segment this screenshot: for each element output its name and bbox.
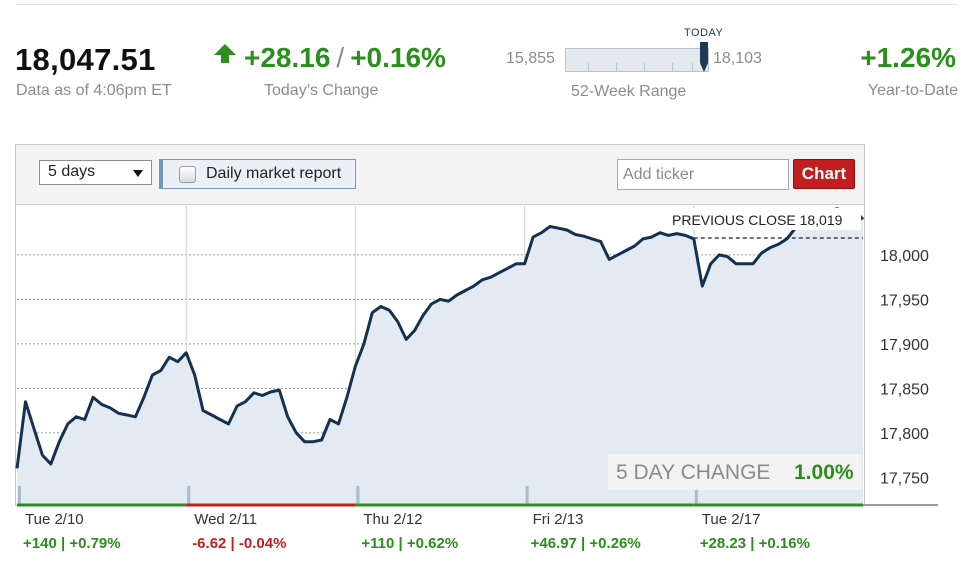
y-tick-label: 17,950 [880, 292, 929, 309]
y-tick-label: 17,850 [880, 381, 929, 398]
day-label: Wed 2/11 [194, 511, 258, 528]
y-tick-label: 17,900 [880, 337, 929, 354]
change-percent: +0.16% [350, 42, 446, 73]
previous-close-backdrop [669, 208, 861, 230]
add-ticker-input[interactable] [617, 159, 789, 190]
range-tick [588, 63, 589, 71]
volume-bar [18, 486, 21, 504]
ytd-value: +1.26% [860, 42, 956, 73]
range-today-marker-icon [700, 42, 708, 72]
volume-bar [356, 486, 360, 504]
data-as-of-label: Data as of 4:06pm ET [16, 82, 172, 99]
day-label: Tue 2/10 [25, 511, 84, 528]
five-day-change-backdrop [608, 454, 861, 490]
index-last-value: 18,047.51 [15, 42, 156, 77]
day-change: +140 | +0.79% [23, 535, 121, 552]
volume-bar [187, 486, 191, 504]
ytd-label: Year-to-Date [867, 82, 958, 99]
change-separator: / [336, 42, 345, 73]
day-change: +28.23 | +0.16% [699, 535, 810, 552]
five-day-change-value: 1.00% [794, 461, 854, 484]
range-low-value: 15,855 [506, 50, 555, 67]
day-change: +46.97 | +0.26% [530, 535, 641, 552]
price-area [17, 208, 863, 504]
day-label: Thu 2/12 [363, 511, 423, 528]
day-label: Fri 2/13 [532, 511, 584, 528]
day-change: +110 | +0.62% [361, 535, 459, 552]
period-select[interactable]: 5 days [39, 160, 152, 185]
daily-market-report-toggle[interactable]: Daily market report [159, 159, 356, 189]
week52-range-bar [565, 48, 709, 72]
volume-bar [694, 486, 698, 504]
volume-bar [525, 486, 529, 504]
y-tick-label: 18,000 [880, 248, 929, 265]
report-checkbox[interactable] [179, 166, 196, 183]
day-label: Tue 2/17 [701, 511, 761, 528]
todays-change-label: Today’s Change [264, 82, 379, 99]
period-select-value: 5 days [48, 163, 96, 180]
up-arrow-icon [214, 44, 236, 63]
report-toggle-label: Daily market report [206, 165, 342, 182]
previous-close-label: PREVIOUS CLOSE 18,019 [672, 212, 843, 228]
range-tick [644, 63, 645, 71]
dropdown-caret-icon [133, 170, 143, 177]
range-today-label: TODAY [684, 27, 724, 39]
header-divider [16, 4, 958, 5]
todays-change-value: +28.16/+0.16% [214, 42, 446, 74]
range-tick [692, 63, 693, 71]
change-points: +28.16 [244, 42, 331, 73]
chart-button[interactable]: Chart [793, 159, 855, 189]
week52-range-label: 52-Week Range [571, 83, 687, 100]
range-high-value: 18,103 [713, 50, 762, 67]
five-day-change-label: 5 DAY CHANGE [616, 461, 770, 484]
chart-toolbar: 5 days Daily market report Chart [16, 145, 864, 205]
range-tick [672, 63, 673, 71]
y-tick-label: 17,750 [880, 470, 929, 487]
range-tick [616, 63, 617, 71]
price-line [15, 207, 865, 469]
day-change: -6.62 | -0.04% [192, 535, 287, 552]
y-tick-label: 17,800 [880, 426, 929, 443]
